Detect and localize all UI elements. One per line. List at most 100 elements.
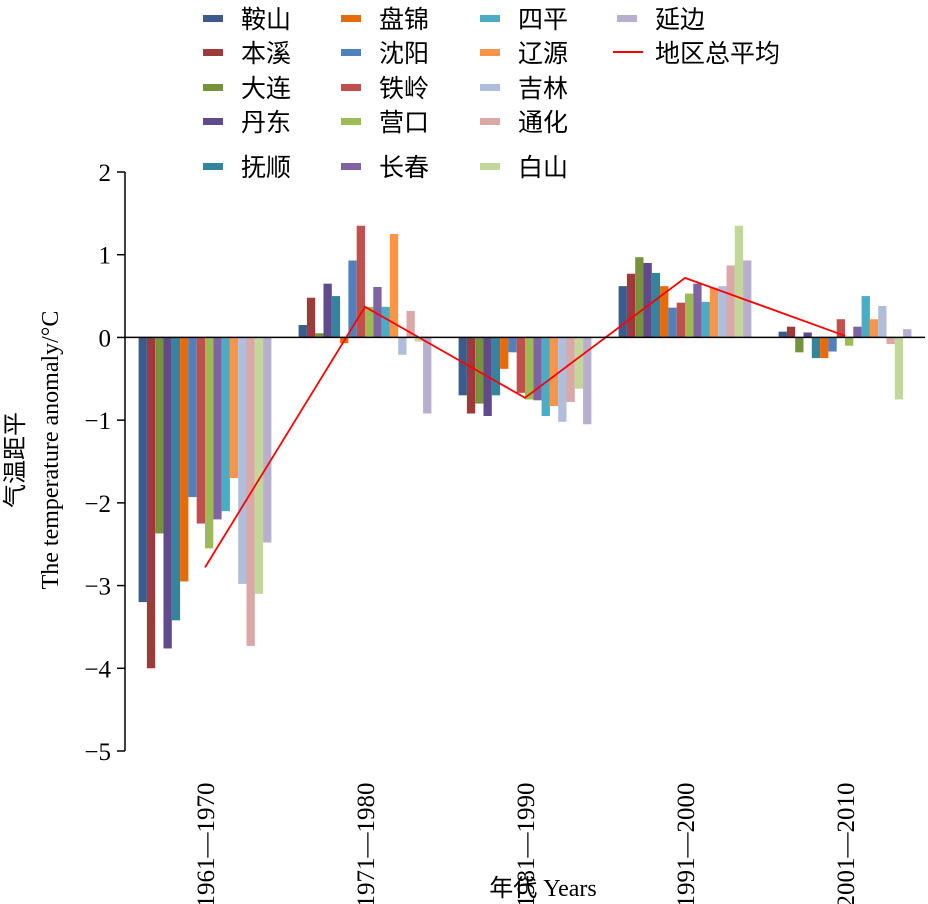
legend-item-铁岭: 铁岭 xyxy=(341,74,429,103)
legend-item-长春: 长春 xyxy=(341,153,429,182)
bar-丹东-1971—1980 xyxy=(323,283,332,338)
legend-item-本溪: 本溪 xyxy=(203,39,291,68)
bar-group xyxy=(138,225,912,669)
x-tick-label: 1991—2000 xyxy=(673,783,700,904)
y-tick-label: 0 xyxy=(99,325,112,352)
bar-沈阳-2001—2010 xyxy=(828,337,837,352)
bar-辽源-1991—2000 xyxy=(709,287,719,338)
average-line-group xyxy=(204,276,846,568)
legend-swatch xyxy=(617,15,637,22)
bar-白山-1981—1990 xyxy=(574,337,584,389)
x-tick-label: 2001—2010 xyxy=(833,783,860,904)
legend-label: 鞍山 xyxy=(241,5,291,34)
y-tick-label: 1 xyxy=(99,243,112,270)
legend-item-辽源: 辽源 xyxy=(480,39,568,68)
bar-四平-1981—1990 xyxy=(541,337,550,417)
bar-辽源-1981—1990 xyxy=(549,337,559,407)
bar-鞍山-1961—1970 xyxy=(138,337,147,603)
bar-辽源-2001—2010 xyxy=(869,319,879,338)
legend-label: 地区总平均 xyxy=(655,39,780,68)
bar-抚顺-1971—1980 xyxy=(331,296,341,338)
bar-鞍山-1971—1980 xyxy=(298,325,307,338)
legend-label: 延边 xyxy=(655,5,705,34)
legend-item-通化: 通化 xyxy=(480,108,568,137)
legend-item-鞍山: 鞍山 xyxy=(203,5,291,34)
y-tick-label: 2 xyxy=(99,160,112,187)
x-tick-label: 1981—1990 xyxy=(513,783,540,904)
x-axis-title: 年代 Years xyxy=(489,875,597,902)
legend-item-沈阳: 沈阳 xyxy=(341,39,429,68)
legend-item-地区总平均: 地区总平均 xyxy=(613,39,780,68)
bar-通化-2001—2010 xyxy=(886,337,895,345)
bar-四平-2001—2010 xyxy=(861,296,870,338)
y-axis-title-en: The temperature anomaly/°C xyxy=(38,311,64,590)
bar-本溪-2001—2010 xyxy=(786,326,796,338)
bar-白山-1971—1980 xyxy=(414,337,424,342)
bar-大连-1961—1970 xyxy=(155,337,164,534)
bar-四平-1991—2000 xyxy=(701,301,710,338)
y-tick-label: −3 xyxy=(84,574,111,601)
bar-盘锦-1961—1970 xyxy=(180,337,189,582)
legend-swatch xyxy=(480,163,500,170)
legend-item-营口: 营口 xyxy=(341,108,429,137)
bar-大连-2001—2010 xyxy=(795,337,804,353)
legend-swatch xyxy=(203,163,223,170)
legend-label: 抚顺 xyxy=(241,153,291,182)
legend-swatch xyxy=(341,49,361,56)
bar-铁岭-1991—2000 xyxy=(676,302,685,338)
bar-沈阳-1971—1980 xyxy=(348,260,357,338)
bar-长春-2001—2010 xyxy=(853,326,862,338)
legend-swatch xyxy=(203,118,223,125)
bar-营口-2001—2010 xyxy=(845,337,854,346)
bar-四平-1961—1970 xyxy=(221,337,230,512)
bar-盘锦-1981—1990 xyxy=(500,337,509,369)
legend-swatch xyxy=(480,15,500,22)
bar-延边-2001—2010 xyxy=(903,329,912,338)
bar-白山-2001—2010 xyxy=(894,337,904,400)
legend-swatch xyxy=(341,163,361,170)
y-tick-label: −5 xyxy=(84,739,111,766)
bar-鞍山-1991—2000 xyxy=(618,286,627,338)
bar-延边-1981—1990 xyxy=(583,337,592,425)
bar-长春-1971—1980 xyxy=(373,286,382,338)
bar-吉林-1991—2000 xyxy=(718,286,727,338)
y-axis-title-cn: 气温距平 xyxy=(2,412,29,508)
bar-鞍山-1981—1990 xyxy=(458,337,467,396)
legend-label: 辽源 xyxy=(518,39,568,68)
bar-长春-1991—2000 xyxy=(693,283,702,338)
bar-沈阳-1981—1990 xyxy=(508,337,517,353)
bar-抚顺-1991—2000 xyxy=(651,272,661,338)
legend-item-延边: 延边 xyxy=(617,5,705,34)
legend-swatch xyxy=(203,49,223,56)
bar-辽源-1961—1970 xyxy=(229,337,239,479)
bar-铁岭-1961—1970 xyxy=(196,337,205,524)
legend-swatch xyxy=(203,84,223,91)
bar-沈阳-1991—2000 xyxy=(668,307,677,338)
legend-item-丹东: 丹东 xyxy=(203,108,291,137)
y-tick-label: −1 xyxy=(84,408,111,435)
legend-swatch xyxy=(480,84,500,91)
bar-丹东-2001—2010 xyxy=(803,332,812,338)
bar-大连-1971—1980 xyxy=(315,333,324,338)
bar-长春-1981—1990 xyxy=(533,337,542,401)
bar-通化-1991—2000 xyxy=(726,265,735,338)
legend-swatch xyxy=(203,15,223,22)
bar-本溪-1961—1970 xyxy=(146,337,156,669)
legend-label: 丹东 xyxy=(241,108,291,137)
legend-item-白山: 白山 xyxy=(480,153,568,182)
legend-item-四平: 四平 xyxy=(480,5,568,34)
bar-营口-1991—2000 xyxy=(685,293,694,338)
bar-营口-1981—1990 xyxy=(525,337,534,400)
axis-titles: 年代 Years 气温距平 The temperature anomaly/°C xyxy=(2,311,597,902)
legend-swatch xyxy=(341,15,361,22)
bar-抚顺-1961—1970 xyxy=(171,337,181,621)
bar-四平-1971—1980 xyxy=(381,306,390,338)
bar-铁岭-1971—1980 xyxy=(356,225,365,338)
axes: −5 −4 −3 −2 −1 0 1 2 1961—1970 1971—1980 1981—1990… xyxy=(84,160,925,904)
legend-label: 白山 xyxy=(518,153,568,182)
bar-抚顺-1981—1990 xyxy=(491,337,501,396)
bar-大连-1991—2000 xyxy=(635,257,644,338)
bar-盘锦-1991—2000 xyxy=(660,286,669,338)
legend-label: 四平 xyxy=(518,5,568,34)
